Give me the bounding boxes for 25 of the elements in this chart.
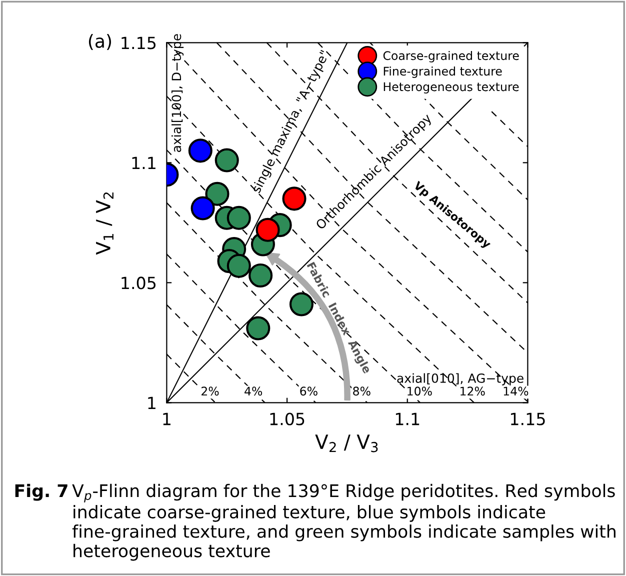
y-axis-title: V$_{1}$ / V$_{2}$ bbox=[96, 192, 114, 255]
annotation: 2% bbox=[202, 386, 219, 396]
annotation: 8% bbox=[353, 386, 370, 396]
annotation: 10% bbox=[408, 386, 432, 396]
annotation: axial[100], D−type bbox=[171, 34, 184, 152]
annotation: 4% bbox=[244, 386, 262, 396]
text: V$_{p}$-Flinn diagram for the 139°E Ridge peridotites. Red symbols indicate coarse-grained texture, blue symbols indicate fine-grained texture, and green symbols indicate samples with heterogeneous texture bbox=[72, 484, 616, 561]
x-tick-label: 1 bbox=[163, 412, 170, 426]
legend-label: Fine-grained texture bbox=[384, 66, 502, 78]
x-tick-label: 1.05 bbox=[270, 412, 304, 426]
y-tick-label: 1.1 bbox=[132, 156, 156, 170]
x-tick-label: 1.1 bbox=[396, 412, 420, 426]
y-tick-label: 1 bbox=[148, 396, 156, 410]
annotation: 6% bbox=[300, 386, 318, 396]
y-tick-label: 1.15 bbox=[122, 36, 156, 50]
x-tick-label: 1.15 bbox=[510, 412, 545, 426]
x-axis-title: V$_{2}$ / V$_{3}$ bbox=[315, 434, 378, 452]
annotation: 12% bbox=[460, 386, 485, 396]
caption: Fig. 7 bbox=[15, 484, 68, 501]
y-tick-label: 1.05 bbox=[122, 276, 156, 290]
text: (a) bbox=[88, 34, 111, 50]
legend-label: Heterogeneous texture bbox=[384, 82, 519, 94]
annotation: 14% bbox=[504, 386, 528, 396]
annotation: axial[010], AG−type bbox=[397, 373, 524, 386]
legend-label: Coarse-grained texture bbox=[383, 50, 519, 62]
